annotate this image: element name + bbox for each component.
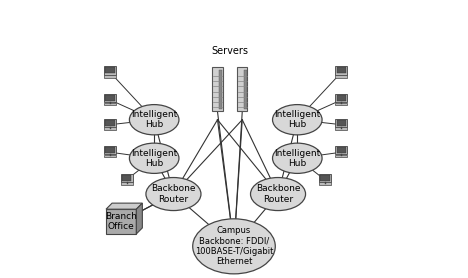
- Text: Intelligent
Hub: Intelligent Hub: [274, 110, 321, 130]
- Ellipse shape: [250, 178, 306, 210]
- FancyBboxPatch shape: [121, 174, 133, 182]
- FancyBboxPatch shape: [105, 120, 115, 126]
- Text: Backbone
Router: Backbone Router: [151, 184, 196, 204]
- Text: Intelligent
Hub: Intelligent Hub: [274, 148, 321, 168]
- FancyBboxPatch shape: [105, 68, 115, 73]
- FancyBboxPatch shape: [219, 70, 222, 109]
- FancyBboxPatch shape: [105, 147, 115, 153]
- FancyBboxPatch shape: [105, 95, 115, 101]
- Text: Campus
Backbone: FDDI/
100BASE-T/Gigabit
Ethernet: Campus Backbone: FDDI/ 100BASE-T/Gigabit…: [195, 226, 273, 266]
- Text: Servers: Servers: [212, 46, 249, 56]
- FancyBboxPatch shape: [335, 94, 347, 102]
- FancyBboxPatch shape: [335, 66, 347, 75]
- FancyBboxPatch shape: [104, 75, 116, 78]
- Text: Intelligent
Hub: Intelligent Hub: [131, 110, 177, 130]
- Ellipse shape: [272, 143, 322, 173]
- FancyBboxPatch shape: [335, 127, 347, 130]
- Ellipse shape: [130, 143, 179, 173]
- FancyBboxPatch shape: [335, 75, 347, 78]
- FancyBboxPatch shape: [320, 175, 329, 181]
- FancyBboxPatch shape: [104, 66, 116, 75]
- FancyBboxPatch shape: [122, 175, 132, 181]
- FancyBboxPatch shape: [121, 182, 133, 185]
- FancyBboxPatch shape: [335, 155, 347, 157]
- FancyBboxPatch shape: [319, 174, 331, 182]
- FancyBboxPatch shape: [104, 103, 116, 105]
- Ellipse shape: [146, 178, 201, 210]
- Text: Branch
Office: Branch Office: [105, 212, 137, 231]
- Polygon shape: [106, 203, 142, 209]
- FancyBboxPatch shape: [104, 155, 116, 157]
- FancyBboxPatch shape: [336, 147, 346, 153]
- Ellipse shape: [272, 105, 322, 135]
- FancyBboxPatch shape: [335, 103, 347, 105]
- FancyBboxPatch shape: [212, 68, 223, 111]
- FancyBboxPatch shape: [336, 95, 346, 101]
- Ellipse shape: [130, 105, 179, 135]
- FancyBboxPatch shape: [336, 120, 346, 126]
- FancyBboxPatch shape: [106, 209, 136, 234]
- FancyBboxPatch shape: [104, 127, 116, 130]
- FancyBboxPatch shape: [335, 146, 347, 154]
- FancyBboxPatch shape: [104, 94, 116, 102]
- FancyBboxPatch shape: [336, 68, 346, 73]
- FancyBboxPatch shape: [335, 119, 347, 127]
- FancyBboxPatch shape: [244, 70, 247, 109]
- Ellipse shape: [193, 219, 275, 274]
- FancyBboxPatch shape: [237, 68, 248, 111]
- FancyBboxPatch shape: [319, 182, 331, 185]
- Polygon shape: [136, 203, 142, 234]
- Text: Intelligent
Hub: Intelligent Hub: [131, 148, 177, 168]
- FancyBboxPatch shape: [104, 146, 116, 154]
- FancyBboxPatch shape: [104, 119, 116, 127]
- Text: Backbone
Router: Backbone Router: [256, 184, 300, 204]
